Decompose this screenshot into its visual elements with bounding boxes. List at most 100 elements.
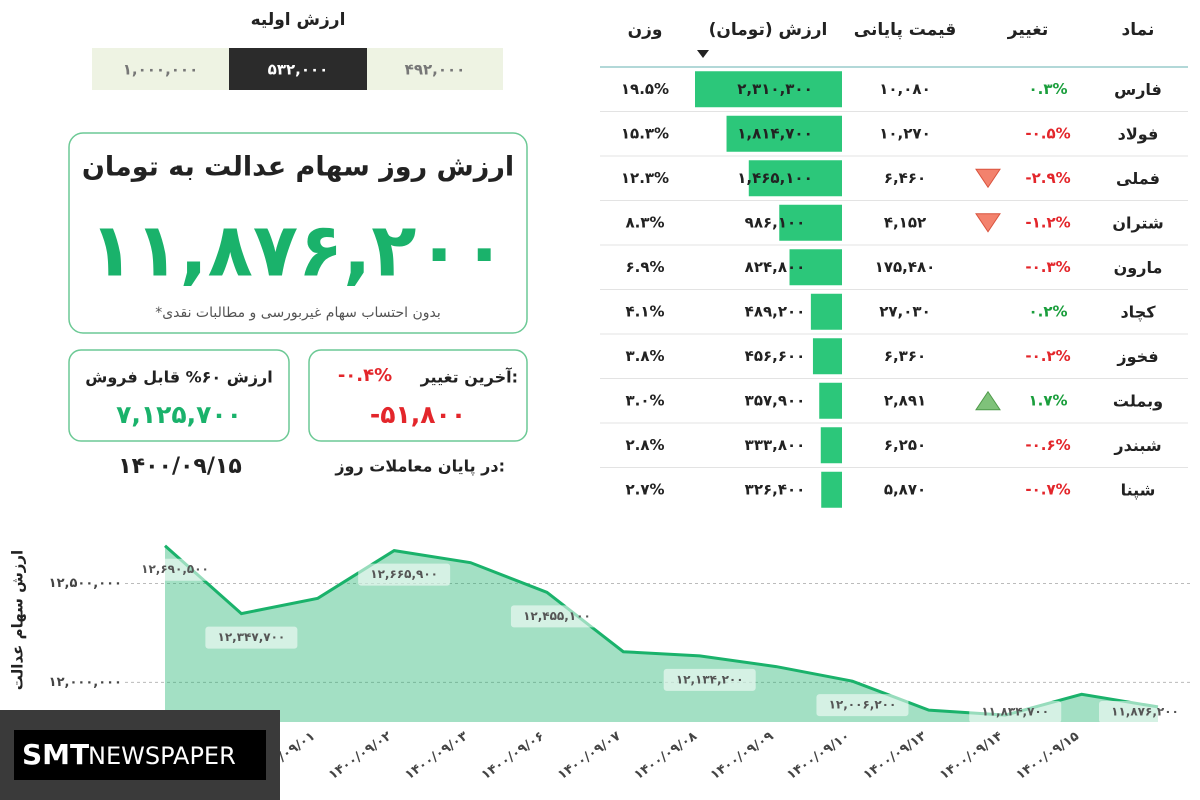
- weight: ۲.۸%: [625, 436, 664, 454]
- value-label: ۴۵۶,۶۰۰: [745, 347, 806, 365]
- value-bar: [819, 382, 842, 419]
- sellable-title: ارزش ۶۰% قابل فروش: [85, 368, 273, 387]
- change: ۰.۳%: [1028, 80, 1067, 98]
- change: -۰.۶%: [1025, 436, 1070, 454]
- logo-box: [14, 730, 266, 780]
- x-tick-label: ۱۴۰۰/۰۹/۰۷: [555, 729, 623, 783]
- y-axis-label: ارزش سهام عدالت: [9, 550, 27, 690]
- value-label-box: [510, 605, 603, 628]
- value-label: ۴۸۹,۲۰۰: [745, 302, 806, 320]
- value-label-box: [205, 626, 298, 649]
- value-label: ۱۲,۴۵۵,۱۰۰: [523, 609, 591, 623]
- area: [165, 545, 1158, 722]
- x-tick-label: ۱۴۰۰/۰۹/۱۴: [937, 729, 1005, 783]
- card-note: *بدون احتساب سهام غیربورسی و مطالبات نقد…: [155, 305, 441, 321]
- value-bar: [821, 471, 842, 508]
- value-label-box: [816, 694, 909, 717]
- sellable-value: ۷,۱۲۵,۷۰۰: [116, 400, 242, 429]
- value-label-box: [663, 668, 756, 691]
- weight: ۴.۱%: [625, 302, 664, 320]
- price: ۶,۳۶۰: [884, 347, 926, 365]
- logo-brand: SMT: [22, 738, 89, 771]
- price: ۲۷,۰۳۰: [879, 302, 930, 320]
- price: ۵,۸۷۰: [884, 480, 926, 498]
- value-label-box: [358, 563, 451, 586]
- change-title: آخرین تغییر:: [420, 367, 518, 387]
- price: ۲,۸۹۱: [884, 391, 926, 409]
- value-label: ۱۲,۶۶۵,۹۰۰: [370, 567, 438, 581]
- value-bar: [789, 249, 842, 286]
- symbol: شتران: [1112, 213, 1163, 232]
- value-label: ۱۲,۶۹۰,۵۰۰: [141, 562, 209, 576]
- value-label: ۳۵۷,۹۰۰: [745, 391, 806, 409]
- x-tick-label: ۱۴۰۰/۰۹/۰۹: [708, 729, 776, 783]
- option-label: ۱,۰۰۰,۰۰۰: [123, 61, 198, 79]
- y-tick-label: ۱۲,۰۰۰,۰۰۰: [49, 675, 122, 690]
- value-label-box: [1099, 701, 1191, 723]
- symbol: فملی: [1116, 169, 1160, 188]
- weight: ۶.۹%: [625, 258, 664, 276]
- value-label: ۹۸۶,۱۰۰: [745, 213, 806, 231]
- change: -۱.۲%: [1025, 213, 1070, 231]
- selector-title: ارزش اولیه: [251, 10, 346, 30]
- footer-label: در پایان معاملات روز:: [334, 457, 505, 477]
- x-tick-label: ۱۴۰۰/۰۹/۰۸: [632, 729, 700, 783]
- change: ۰.۲%: [1028, 302, 1067, 320]
- symbol: کچاد: [1120, 302, 1156, 322]
- value-bar: [748, 160, 842, 197]
- sort-indicator: [697, 50, 709, 58]
- weight: ۱۹.۵%: [621, 80, 669, 98]
- weight: ۱۲.۳%: [621, 169, 669, 187]
- symbol: شپنا: [1121, 480, 1156, 500]
- value-label: ۱,۸۱۴,۷۰۰: [737, 124, 812, 142]
- price: ۴,۱۵۲: [884, 213, 926, 231]
- table-header: ارزش (تومان): [709, 20, 828, 40]
- value-label: ۲,۳۱۰,۳۰۰: [737, 80, 812, 98]
- symbol: فارس: [1114, 80, 1162, 99]
- logo-name: NEWSPAPER: [88, 742, 236, 770]
- change-percent: -۰.۴%: [338, 365, 392, 386]
- change: -۰.۳%: [1025, 258, 1070, 276]
- trend-down: [975, 168, 1001, 189]
- weight: ۸.۳%: [625, 213, 664, 231]
- value-bar: [695, 71, 842, 108]
- option-box[interactable]: [229, 48, 367, 90]
- price: ۱۰,۰۸۰: [879, 80, 930, 98]
- y-tick-label: ۱۲,۵۰۰,۰۰۰: [49, 576, 122, 591]
- value-label: ۱۲,۰۰۶,۲۰۰: [829, 698, 897, 712]
- x-tick-label: ۱۴۰۰/۰۹/۱۳: [861, 729, 929, 783]
- table-header: نماد: [1122, 20, 1155, 40]
- symbol: فخوز: [1116, 347, 1158, 366]
- value-label: ۱۱,۸۷۶,۲۰۰: [1111, 705, 1179, 719]
- value-bar: [812, 338, 842, 375]
- value-label: ۱۱,۸۳۴,۷۰۰: [981, 705, 1049, 719]
- price: ۱۰,۲۷۰: [879, 124, 930, 142]
- x-tick-label: ۱۴۰۰/۰۹/۰۲: [326, 729, 394, 783]
- main-card: [68, 132, 528, 334]
- symbol: شبندر: [1113, 436, 1161, 455]
- table-header: تغییر: [1007, 20, 1048, 40]
- x-tick-label: ۱۴۰۰/۰۹/۰۶: [479, 729, 547, 783]
- value-label: ۳۳۳,۸۰۰: [745, 436, 806, 454]
- x-tick-label: ۱۴۰۰/۰۹/۰۳: [402, 729, 470, 783]
- weight: ۳.۸%: [625, 347, 664, 365]
- trend-up: [975, 390, 1001, 411]
- card-value: ۱۱,۸۷۶,۲۰۰: [89, 208, 507, 294]
- value-bar: [810, 293, 842, 330]
- price: ۶,۲۵۰: [884, 436, 926, 454]
- value-bar: [820, 427, 842, 464]
- value-bar: [726, 115, 842, 152]
- change-card: [308, 349, 528, 442]
- x-tick-label: ۱۴۰۰/۰۹/۱۰: [784, 729, 852, 783]
- option-box[interactable]: [367, 48, 503, 90]
- value-label: ۱۲,۳۴۷,۷۰۰: [218, 630, 286, 644]
- trend-down: [975, 213, 1001, 233]
- weight: ۱۵.۳%: [621, 124, 669, 142]
- option-box[interactable]: [92, 48, 229, 90]
- value-label: ۱,۴۶۵,۱۰۰: [737, 169, 812, 187]
- symbol: وبملت: [1113, 391, 1163, 410]
- option-label: ۴۹۲,۰۰۰: [405, 61, 466, 79]
- symbol: مارون: [1114, 258, 1163, 277]
- table-header: قیمت پایانی: [854, 20, 957, 40]
